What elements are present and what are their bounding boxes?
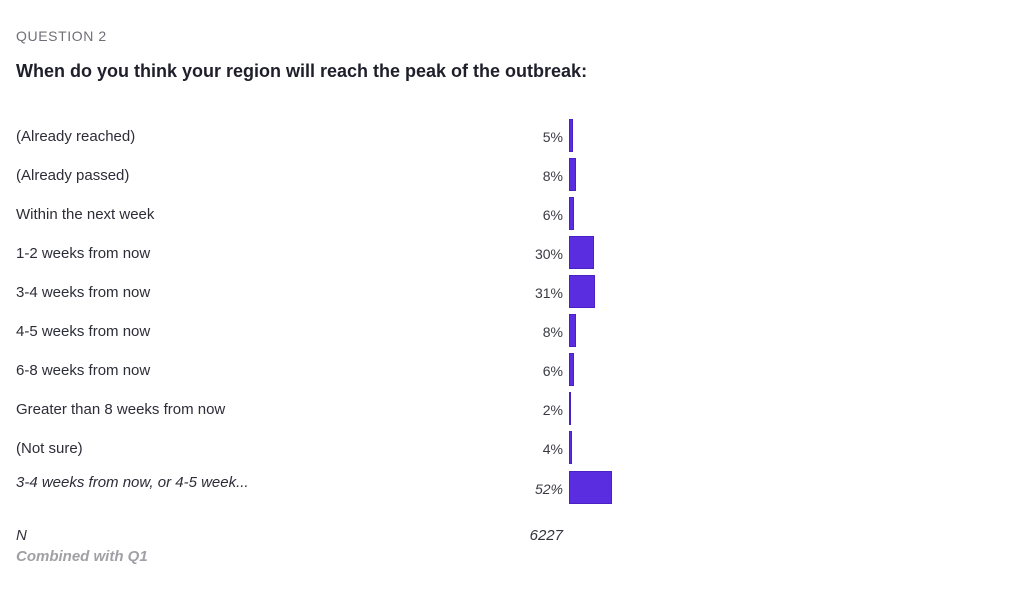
bar — [569, 158, 576, 191]
value-label: 8% — [542, 324, 563, 340]
question-title: When do you think your region will reach… — [16, 61, 588, 81]
value-label: 4% — [542, 441, 563, 457]
value-label: 31% — [534, 285, 563, 301]
bar — [569, 431, 572, 464]
bar — [569, 353, 574, 386]
sample-size-value: 6227 — [529, 527, 563, 544]
category-label: Greater than 8 weeks from now — [16, 401, 226, 418]
question-number: QUESTION 2 — [16, 28, 107, 44]
category-label: 3-4 weeks from now — [16, 284, 151, 301]
bar — [569, 314, 576, 347]
sample-size-label: N — [16, 527, 27, 544]
bar — [569, 392, 571, 425]
category-label: 6-8 weeks from now — [16, 362, 151, 379]
value-label: 52% — [534, 481, 563, 497]
category-label: 4-5 weeks from now — [16, 323, 151, 340]
bar — [569, 275, 595, 308]
bar — [569, 119, 573, 152]
bar — [569, 197, 574, 230]
category-label: 1-2 weeks from now — [16, 245, 151, 262]
category-label: (Already passed) — [16, 167, 130, 184]
bar — [569, 471, 612, 504]
category-label: (Already reached) — [16, 128, 136, 145]
bar — [569, 236, 594, 269]
value-label: 30% — [534, 246, 563, 262]
value-label: 2% — [542, 402, 563, 418]
footnote: Combined with Q1 — [16, 548, 148, 565]
category-label: (Not sure) — [16, 440, 83, 457]
value-label: 5% — [542, 129, 563, 145]
category-label: Within the next week — [16, 206, 155, 223]
value-label: 6% — [542, 207, 563, 223]
category-label: 3-4 weeks from now, or 4-5 week... — [16, 474, 249, 491]
value-label: 6% — [542, 363, 563, 379]
value-label: 8% — [542, 168, 563, 184]
